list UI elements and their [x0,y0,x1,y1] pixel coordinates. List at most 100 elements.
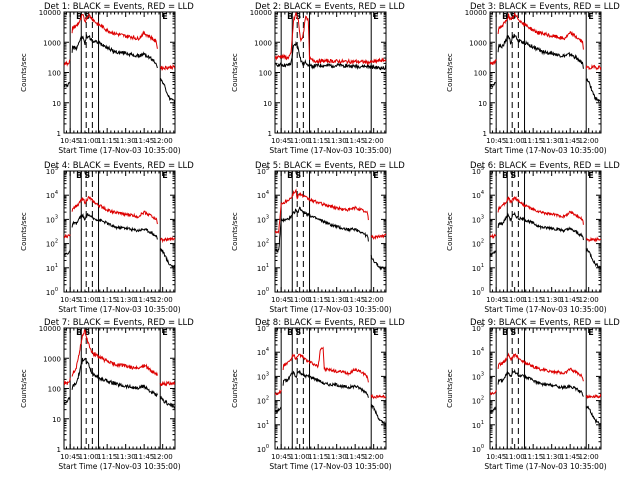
series-events-line [370,254,386,271]
interval-label-end: E [162,12,167,21]
series-lld-line [585,393,601,400]
interval-label-start: B [76,12,82,21]
series-lld-line [159,380,175,387]
series-lld-line [159,63,175,72]
series-events-line [585,78,601,103]
series-group [64,195,175,269]
x-tick-label: 11:30 [327,453,347,461]
x-tick-label: 12:00 [579,137,599,145]
plot-frame [489,11,602,134]
x-tick-label: 11:30 [327,137,347,145]
y-axis-title: Counts/sec [446,212,454,251]
series-lld-line [275,389,282,396]
y-tick-label: 100 [257,287,269,297]
y-tick-label: 1000 [43,39,61,47]
y-tick-label: 10 [263,100,272,108]
series-events-line [159,395,175,409]
series-lld-line [275,12,386,66]
y-tick-label: 100 [472,444,484,454]
y-tick-label: 1 [483,130,487,138]
detector-panel-8: 100 101 102 103 104 105 10:4511:0011:1511:3011… [231,318,405,471]
panel-title: Det 3: BLACK = Events, RED = LLD [470,2,620,12]
y-tick-label: 101 [472,263,484,273]
y-tick-label: 103 [472,214,484,224]
x-tick-label: 11:15 [523,296,543,304]
series-lld-line [490,233,497,239]
y-tick-label: 100 [46,287,58,297]
interval-label-end: E [373,12,378,21]
y-tick-label: 102 [257,239,269,249]
x-tick-label: 11:45 [134,137,154,145]
interval-label-start: B [287,328,293,337]
y-tick-label: 103 [472,371,484,381]
x-tick-label: 12:00 [579,296,599,304]
series-lld-line [71,12,158,49]
x-tick-label: 11:45 [345,137,365,145]
series-lld-line [160,236,175,244]
series-group [490,12,601,103]
x-tick-label: 11:30 [116,296,136,304]
x-tick-label: 10:45 [486,137,506,145]
y-axis-title: Counts/sec [20,53,28,92]
series-events-line [71,34,158,69]
series-events-line [370,403,386,426]
interval-label-mid: S [84,328,90,337]
y-axis-title: Counts/sec [231,212,239,251]
series-events-line [585,405,601,426]
series-lld-line [585,63,601,71]
plot-frame [489,170,602,293]
series-events-line [71,357,158,398]
x-tick-label: 11:15 [97,453,117,461]
series-lld-line [71,329,158,377]
y-tick-label: 100 [48,70,61,78]
interval-label-start: B [502,12,508,21]
interval-label-mid: S [295,328,301,337]
interval-label-mid: S [295,171,301,180]
series-events-line [497,33,584,69]
x-tick-label: 11:15 [308,453,328,461]
y-tick-label: 102 [257,396,269,406]
panel-title: Det 2: BLACK = Events, RED = LLD [255,2,405,12]
x-tick-label: 11:45 [345,296,365,304]
series-events-line [64,396,71,406]
y-tick-label: 102 [472,239,484,249]
detector-panel-6: 100 101 102 103 104 105 10:4511:0011:1511:3011… [446,161,620,314]
x-tick-label: 11:15 [97,137,117,145]
y-tick-label: 104 [472,190,484,200]
y-tick-label: 10 [52,416,61,424]
y-tick-label: 1 [268,130,272,138]
x-tick-label: 11:30 [542,453,562,461]
interval-label-end: E [373,171,378,180]
panel-title: Det 4: BLACK = Events, RED = LLD [44,161,194,171]
y-tick-label: 104 [257,347,269,357]
x-tick-label: 11:00 [290,137,310,145]
y-tick-label: 104 [472,347,484,357]
x-tick-label: 11:00 [505,296,525,304]
y-tick-label: 105 [46,166,58,176]
series-lld-line [585,236,601,243]
y-axis-title: Counts/sec [20,212,28,251]
x-axis-title: Start Time (17-Nov-03 10:35:00) [269,462,391,471]
x-tick-label: 11:45 [560,453,580,461]
x-tick-label: 11:15 [97,296,117,304]
x-tick-label: 10:45 [486,296,506,304]
y-axis-title: Counts/sec [231,53,239,92]
series-lld-line [497,12,584,50]
y-tick-label: 102 [46,239,58,249]
detector-panel-3: 1 10 100 1000 10000 10:4511:0011:1511:3011:45… [446,2,620,155]
series-lld-line [64,59,71,67]
x-tick-label: 11:30 [116,453,136,461]
y-tick-label: 105 [472,323,484,333]
interval-label-mid: S [510,171,516,180]
interval-label-mid: S [84,171,90,180]
interval-label-end: E [162,328,167,337]
x-tick-label: 11:45 [345,453,365,461]
series-events-line [490,405,497,414]
y-axis-title: Counts/sec [446,369,454,408]
series-events-line [490,250,497,257]
x-tick-label: 11:30 [327,296,347,304]
y-axis-title: Counts/sec [446,53,454,92]
y-tick-label: 1000 [254,39,272,47]
y-tick-label: 10000 [465,9,487,17]
